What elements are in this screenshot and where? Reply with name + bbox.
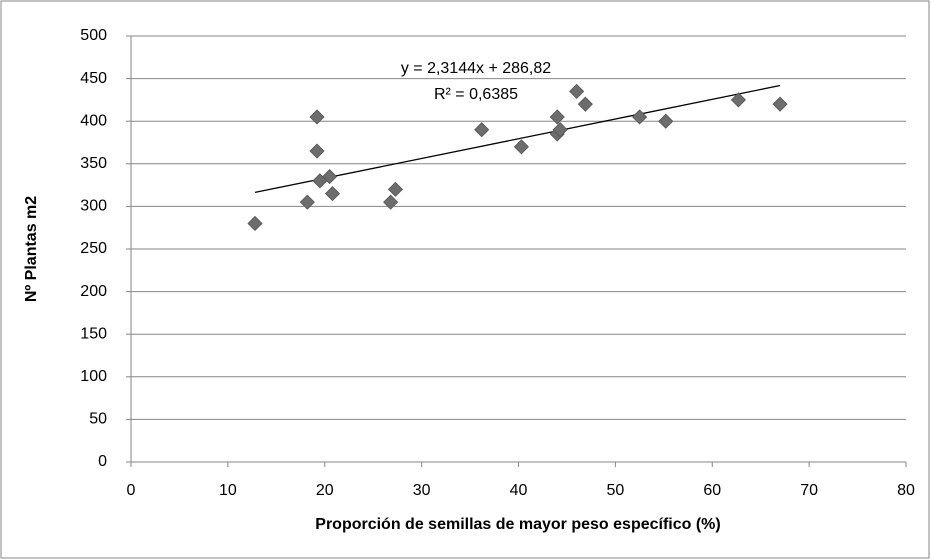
x-tick-label: 0 <box>127 482 136 499</box>
point <box>772 96 788 112</box>
x-axis-title: Proporción de semillas de mayor peso esp… <box>315 516 720 533</box>
point <box>632 109 648 125</box>
point <box>247 215 263 232</box>
trendline-r-squared: R² = 0,6385 <box>434 86 518 103</box>
y-tick-label: 500 <box>80 27 107 44</box>
point <box>299 194 315 210</box>
y-tick-label: 200 <box>80 283 107 300</box>
point <box>383 194 399 210</box>
y-tick-label: 300 <box>80 198 107 215</box>
x-tick-label: 50 <box>606 482 624 499</box>
y-tick-label: 350 <box>80 155 107 172</box>
point <box>577 96 593 112</box>
y-tick-label: 150 <box>80 325 107 342</box>
y-tick-label: 250 <box>80 240 107 257</box>
y-tick-label: 400 <box>80 112 107 129</box>
point <box>309 143 325 159</box>
point <box>658 113 674 129</box>
x-tick-label: 70 <box>800 482 818 499</box>
point <box>569 83 585 99</box>
point <box>324 186 341 202</box>
y-tick-label: 100 <box>80 368 107 385</box>
point <box>474 122 490 138</box>
x-tick-label: 20 <box>316 482 334 499</box>
trendline <box>254 84 781 194</box>
y-tick-label: 50 <box>89 411 107 428</box>
x-tick-label: 30 <box>413 482 431 499</box>
point <box>549 109 565 125</box>
point <box>309 109 325 125</box>
x-tick-label: 80 <box>897 482 915 499</box>
point <box>387 181 404 197</box>
point <box>730 92 746 108</box>
point <box>322 169 338 185</box>
y-tick-label: 0 <box>98 453 107 470</box>
point <box>552 122 568 138</box>
trendline-equation: y = 2,3144x + 286,82 <box>401 60 551 77</box>
x-tick-label: 40 <box>510 482 528 499</box>
y-axis-title: Nº Plantas m2 <box>23 196 40 302</box>
point <box>513 139 529 155</box>
x-tick-label: 60 <box>703 482 721 499</box>
y-tick-label: 450 <box>80 70 107 87</box>
x-tick-label: 10 <box>219 482 237 499</box>
